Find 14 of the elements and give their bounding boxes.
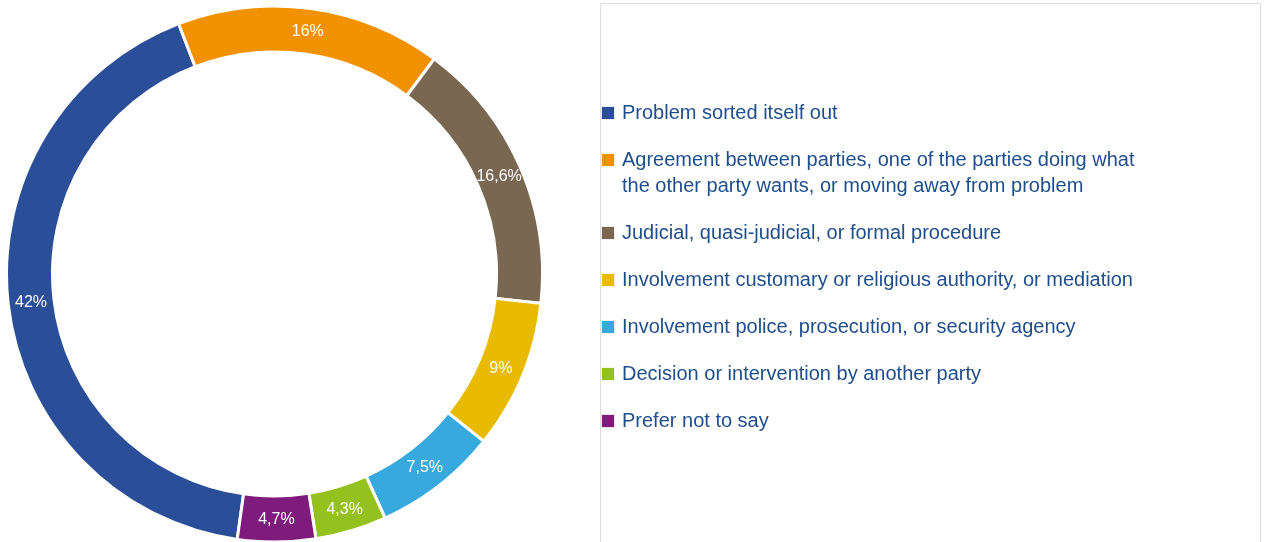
data-label: 42% — [15, 292, 48, 310]
legend-label: Prefer not to say — [622, 409, 769, 431]
data-label: 9% — [489, 358, 513, 376]
data-label: 7,5% — [406, 458, 444, 476]
legend-label: Involvement police, prosecution, or security agency — [622, 315, 1076, 337]
data-label: 16,6% — [476, 167, 522, 185]
legend-label: Judicial, quasi-judicial, or formal procedure — [622, 221, 1002, 243]
legend-label: Decision or intervention by another party — [622, 362, 982, 384]
legend-label: Agreement between parties, one of the parties doing what the other party wants, or moving away from problem — [622, 148, 1135, 196]
legend-label: Problem sorted itself out — [622, 101, 839, 123]
data-label: 4,7% — [258, 509, 295, 527]
data-label: 16% — [291, 22, 324, 40]
data-label: 4,3% — [326, 499, 363, 517]
legend-label: Involvement customary or religious authority, or mediation — [622, 268, 1133, 290]
